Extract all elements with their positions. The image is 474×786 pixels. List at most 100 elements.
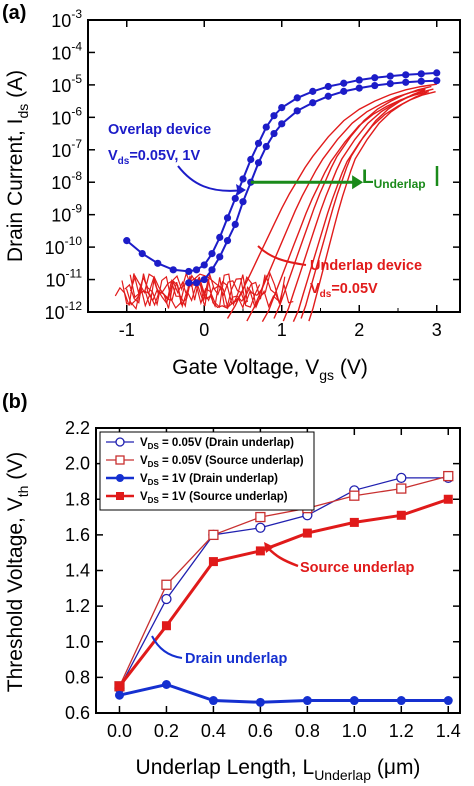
overlap-pointer: [177, 165, 245, 192]
overlap-point: [185, 279, 193, 287]
y-tick-label: 1.2: [65, 596, 90, 616]
y-tick-label: 1.4: [65, 561, 90, 581]
data-point: [255, 522, 266, 533]
overlap-point: [433, 77, 441, 85]
overlap-point: [309, 87, 317, 95]
x-tick-label: 1.2: [389, 721, 414, 741]
data-point: [396, 483, 407, 494]
x-tick-label: 0.0: [107, 721, 132, 741]
overlap-point: [355, 84, 363, 92]
overlap-point: [138, 250, 146, 258]
overlap-point: [340, 79, 348, 87]
overlap-point: [192, 266, 201, 274]
legend-entry: VDS = 0.05V (Drain underlap): [140, 437, 294, 451]
underlap-curve: [261, 91, 429, 323]
data-point: [302, 528, 312, 538]
overlap-point: [386, 79, 394, 88]
x-tick-label: -1: [119, 320, 135, 340]
overlap-point: [402, 78, 410, 86]
panel-b-label: (b): [2, 391, 28, 413]
underlap-device-condition: Vds=0.05V: [310, 281, 378, 300]
overlap-point: [208, 250, 216, 258]
x-tick-label: 1.4: [436, 721, 461, 741]
overlap-point: [278, 104, 286, 112]
x-tick-label: 2: [354, 320, 364, 340]
x-tick-label: 0.2: [154, 721, 179, 741]
overlap-point: [324, 82, 332, 91]
overlap-point: [247, 155, 255, 164]
panel-a-y-axis-label: Drain Current, Ids (A): [4, 70, 31, 262]
legend-entry: VDS = 1V (Source underlap): [140, 491, 288, 505]
data-point: [208, 529, 219, 541]
overlap-point: [270, 112, 278, 120]
panel-a-x-axis-label: Gate Voltage, Vgs (V): [172, 356, 368, 383]
data-point: [443, 470, 454, 482]
overlap-point: [223, 237, 232, 245]
data-point: [396, 472, 407, 484]
overlap-point: [185, 267, 193, 276]
overlap-point: [200, 261, 208, 269]
overlap-point: [417, 77, 425, 85]
data-point: [115, 455, 125, 465]
y-tick-label: 10-7: [51, 137, 82, 161]
data-point: [208, 557, 218, 567]
y-tick-label: 10-6: [51, 104, 82, 128]
overlap-point: [216, 233, 224, 241]
source-underlap-label: Source underlap: [300, 560, 415, 576]
overlap-point: [200, 275, 208, 284]
y-tick-label: 1.6: [65, 525, 90, 545]
overlap-point: [154, 259, 162, 267]
y-tick-label: 10-11: [46, 267, 83, 291]
overlap-point: [231, 194, 239, 203]
panel-a-ticks: [88, 19, 460, 313]
data-point: [161, 680, 171, 689]
underlap-noise-floor: [129, 273, 266, 310]
overlap-point: [417, 70, 425, 78]
y-tick-label: 0.8: [65, 667, 90, 687]
overlap-point: [254, 139, 263, 147]
legend: VDS = 0.05V (Drain underlap) VDS = 0.05V …: [106, 437, 304, 505]
data-point: [115, 437, 125, 447]
data-point: [396, 510, 406, 520]
data-point: [255, 546, 265, 556]
overlap-point: [262, 123, 270, 131]
x-tick-label: 3: [432, 320, 442, 340]
series-line: [119, 682, 449, 704]
overlap-device-condition: Vds=0.05V, 1V: [108, 148, 200, 167]
lunderlap-arrow-head: [352, 175, 364, 190]
data-point: [116, 492, 124, 500]
x-tick-label: 0.6: [248, 721, 273, 741]
panel-a-x-tick-labels: -1 0 1 2 3: [119, 320, 442, 340]
overlap-point: [433, 69, 441, 77]
overlap-point: [386, 72, 394, 80]
underlap-curve: [273, 85, 432, 319]
x-tick-label: 0: [199, 320, 209, 340]
underlap-noise-floor: [121, 274, 286, 311]
overlap-point: [223, 214, 232, 222]
data-point: [349, 490, 360, 501]
overlap-point: [254, 159, 263, 167]
panel-b-data: [114, 470, 454, 707]
series-line: [118, 475, 449, 687]
overlap-point: [239, 198, 247, 206]
y-tick-label: 2.2: [65, 418, 90, 438]
y-tick-label: 10-8: [51, 169, 82, 193]
overlap-point: [192, 279, 201, 287]
source-underlap-pointer-head: [264, 542, 274, 553]
underlap-noise-floor: [125, 273, 248, 309]
overlap-point: [371, 74, 379, 82]
data-point: [396, 696, 406, 706]
y-tick-label: 10-3: [51, 7, 82, 31]
overlap-point: [293, 107, 301, 115]
series-line: [118, 477, 449, 689]
data-point: [161, 621, 171, 631]
data-point: [255, 697, 265, 707]
overlap-point: [324, 92, 332, 100]
data-point: [161, 593, 172, 605]
x-tick-label: 0.4: [201, 721, 226, 741]
panel-b: (b) 0.0 0.2 0.4 0.6 0.8 1.0 1.2 1.4 0.6 0.8 1.0 1.…: [2, 391, 461, 783]
legend-box: [99, 431, 315, 511]
data-point: [161, 579, 172, 590]
data-point: [255, 511, 266, 523]
data-point: [443, 696, 453, 706]
